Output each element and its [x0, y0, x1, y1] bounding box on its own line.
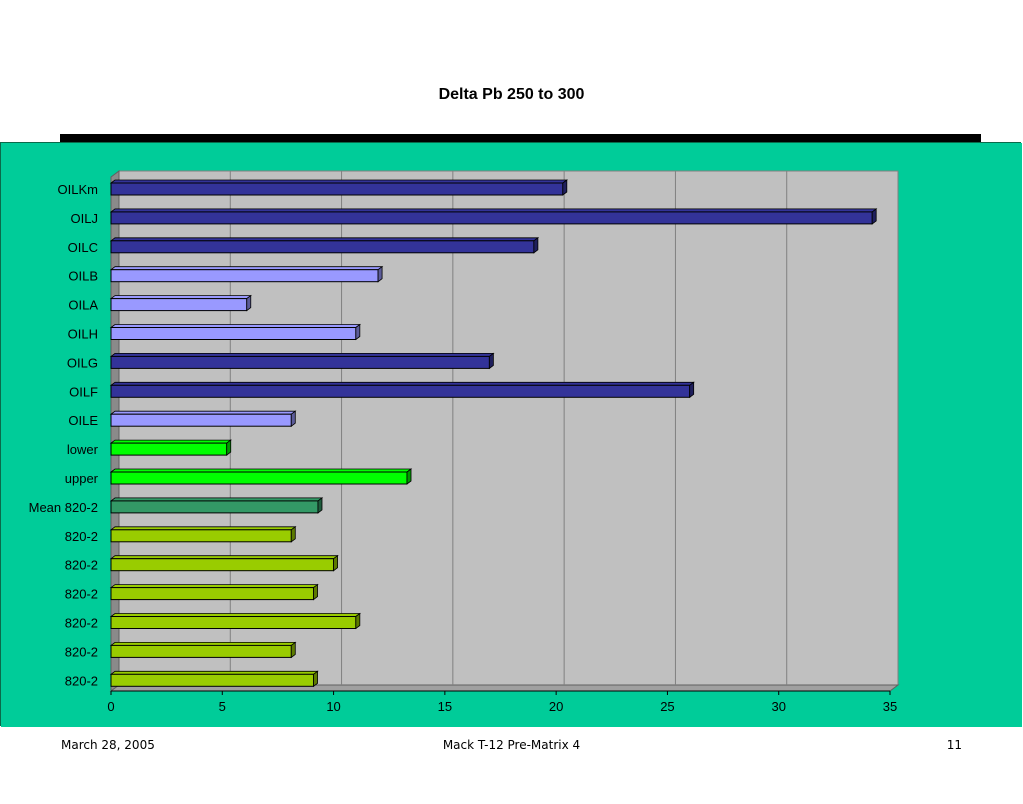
bar — [110, 673, 315, 687]
category-label: OILG — [67, 355, 98, 370]
x-tick-label: 25 — [660, 699, 674, 714]
bar-end-face — [290, 525, 296, 543]
bar — [110, 529, 292, 543]
category-label: Mean 820-2 — [29, 500, 98, 515]
bar-end-face — [488, 352, 494, 370]
bar-end-face — [246, 294, 252, 312]
bar-end-face — [226, 439, 232, 456]
category-label: 820-2 — [65, 587, 98, 602]
bar — [110, 413, 292, 427]
bar-end-face — [313, 670, 318, 688]
bar — [110, 182, 564, 196]
footer-page-number: 11 — [946, 738, 962, 752]
bar — [110, 442, 228, 456]
x-tick-label: 35 — [883, 699, 897, 714]
bar-end-face — [313, 583, 318, 601]
bar-end-face — [355, 612, 361, 630]
bar-end-face — [290, 410, 296, 428]
bar-end-face — [355, 323, 361, 341]
x-tick-label: 5 — [219, 699, 226, 714]
category-label: OILH — [68, 327, 98, 342]
category-label: OILKm — [58, 182, 98, 197]
title-divider — [60, 134, 981, 142]
chart-panel: 0 5 10 15 20 25 30 35 OILKm OILJ OILC OILB OILA OILH O… — [0, 142, 1022, 727]
category-label: OILF — [69, 384, 98, 399]
category-label: OILA — [68, 298, 98, 313]
bar — [110, 558, 335, 572]
x-tick-label: 30 — [771, 699, 785, 714]
bar — [110, 644, 292, 658]
bar — [110, 298, 248, 312]
bar — [110, 384, 691, 398]
bar — [110, 500, 319, 514]
category-label: OILJ — [71, 211, 98, 226]
category-label: 820-2 — [65, 558, 98, 573]
bar — [110, 355, 490, 369]
bar-end-face — [689, 381, 695, 399]
category-label: 820-2 — [65, 644, 98, 659]
category-label: upper — [65, 471, 99, 486]
bar — [110, 587, 315, 601]
bar — [110, 471, 408, 485]
bar-end-face — [317, 497, 323, 514]
category-label: 820-2 — [65, 529, 98, 544]
bar-chart: 0 5 10 15 20 25 30 35 OILKm OILJ OILC OILB OILA OILH O… — [1, 143, 1022, 727]
bar-end-face — [533, 237, 539, 254]
bar — [110, 269, 379, 283]
bar-end-face — [406, 468, 412, 485]
category-label: 820-2 — [65, 673, 98, 688]
bar-end-face — [562, 179, 568, 196]
bar-end-face — [377, 265, 383, 283]
x-tick-label: 20 — [549, 699, 563, 714]
category-label: OILE — [68, 413, 98, 428]
bar — [110, 327, 357, 340]
x-tick-label: 0 — [107, 699, 114, 714]
category-label: lower — [67, 442, 99, 457]
x-tick-label: 10 — [326, 699, 340, 714]
category-label: OILB — [68, 269, 98, 284]
bar-end-face — [333, 554, 338, 572]
category-label: 820-2 — [65, 616, 98, 631]
bar-end-face — [290, 641, 296, 659]
bar — [110, 616, 357, 629]
x-tick-label: 15 — [438, 699, 452, 714]
bar — [110, 211, 873, 225]
category-label: OILC — [68, 240, 98, 255]
bar-end-face — [871, 208, 877, 225]
footer-date: March 28, 2005 — [61, 738, 155, 752]
bar — [110, 240, 535, 254]
footer-title: Mack T-12 Pre-Matrix 4 — [442, 738, 581, 752]
chart-title: Delta Pb 250 to 300 — [438, 86, 585, 103]
